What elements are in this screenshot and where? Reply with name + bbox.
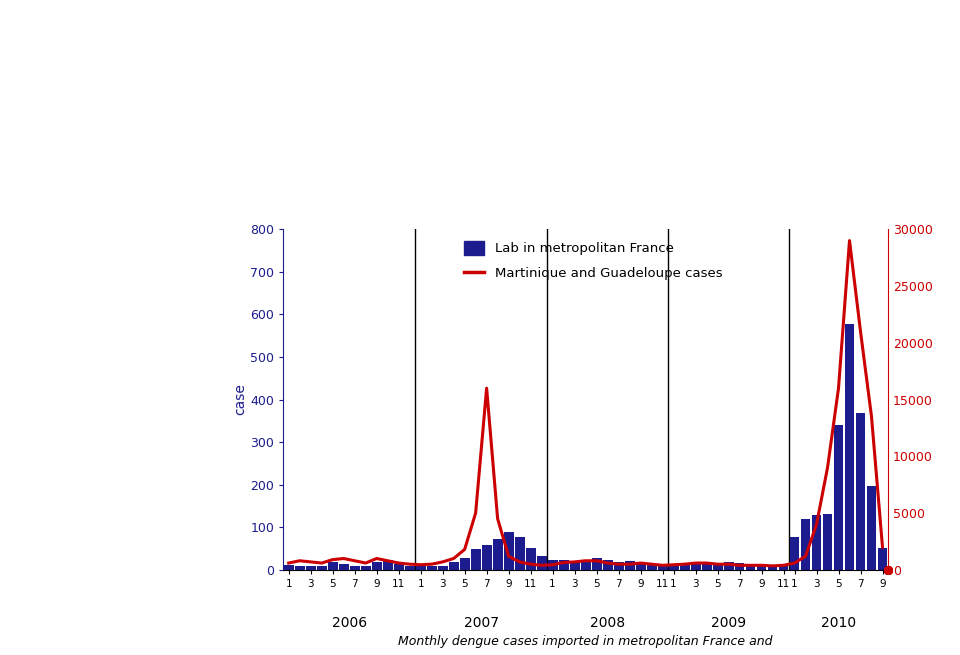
Bar (712, 564, 723, 570)
Bar (724, 562, 733, 570)
Bar (789, 536, 800, 570)
Bar (581, 561, 590, 570)
Legend: Lab in metropolitan France, Martinique and Guadeloupe cases: Lab in metropolitan France, Martinique a… (459, 236, 728, 286)
Bar (680, 565, 689, 570)
Text: 2008: 2008 (590, 616, 625, 629)
Bar (603, 561, 612, 570)
Bar (405, 565, 415, 570)
Bar (591, 558, 602, 570)
Bar (470, 549, 481, 570)
Bar (295, 565, 304, 570)
Bar (492, 539, 503, 570)
Bar (867, 485, 876, 570)
Bar (426, 567, 437, 570)
Bar (823, 514, 832, 570)
Bar (833, 425, 844, 570)
Bar (317, 565, 326, 570)
Text: Monthly dengue cases imported in metropolitan France and: Monthly dengue cases imported in metropo… (398, 635, 773, 648)
Text: 2010: 2010 (821, 616, 856, 629)
Bar (625, 561, 635, 570)
Bar (734, 563, 745, 570)
Bar (515, 536, 524, 570)
Bar (811, 515, 822, 570)
Bar (284, 565, 294, 570)
Bar (537, 556, 546, 570)
Bar (394, 564, 403, 570)
Bar (526, 548, 536, 570)
Bar (877, 548, 887, 570)
Bar (702, 562, 711, 570)
Bar (305, 567, 316, 570)
Bar (613, 562, 624, 570)
Bar (779, 565, 788, 570)
Bar (559, 561, 568, 570)
Bar (372, 562, 382, 570)
Bar (668, 565, 679, 570)
Text: 2006: 2006 (331, 616, 367, 629)
Bar (547, 559, 558, 570)
Bar (690, 563, 701, 570)
Bar (801, 519, 810, 570)
Bar (416, 567, 425, 570)
Bar (855, 413, 866, 570)
Bar (768, 565, 778, 570)
Bar (569, 562, 580, 570)
Bar (448, 562, 459, 570)
Bar (658, 565, 667, 570)
Bar (438, 565, 447, 570)
Bar (746, 564, 756, 570)
Bar (845, 324, 854, 570)
Text: 2009: 2009 (711, 616, 746, 629)
Bar (383, 561, 393, 570)
Bar (636, 563, 645, 570)
Bar (460, 558, 469, 570)
Y-axis label: case: case (233, 384, 248, 415)
Bar (482, 545, 492, 570)
Bar (361, 565, 371, 570)
Bar (339, 564, 348, 570)
Text: 2007: 2007 (464, 616, 498, 629)
Bar (504, 533, 514, 570)
Bar (756, 565, 766, 570)
Bar (647, 564, 657, 570)
Bar (327, 562, 338, 570)
Bar (349, 567, 360, 570)
